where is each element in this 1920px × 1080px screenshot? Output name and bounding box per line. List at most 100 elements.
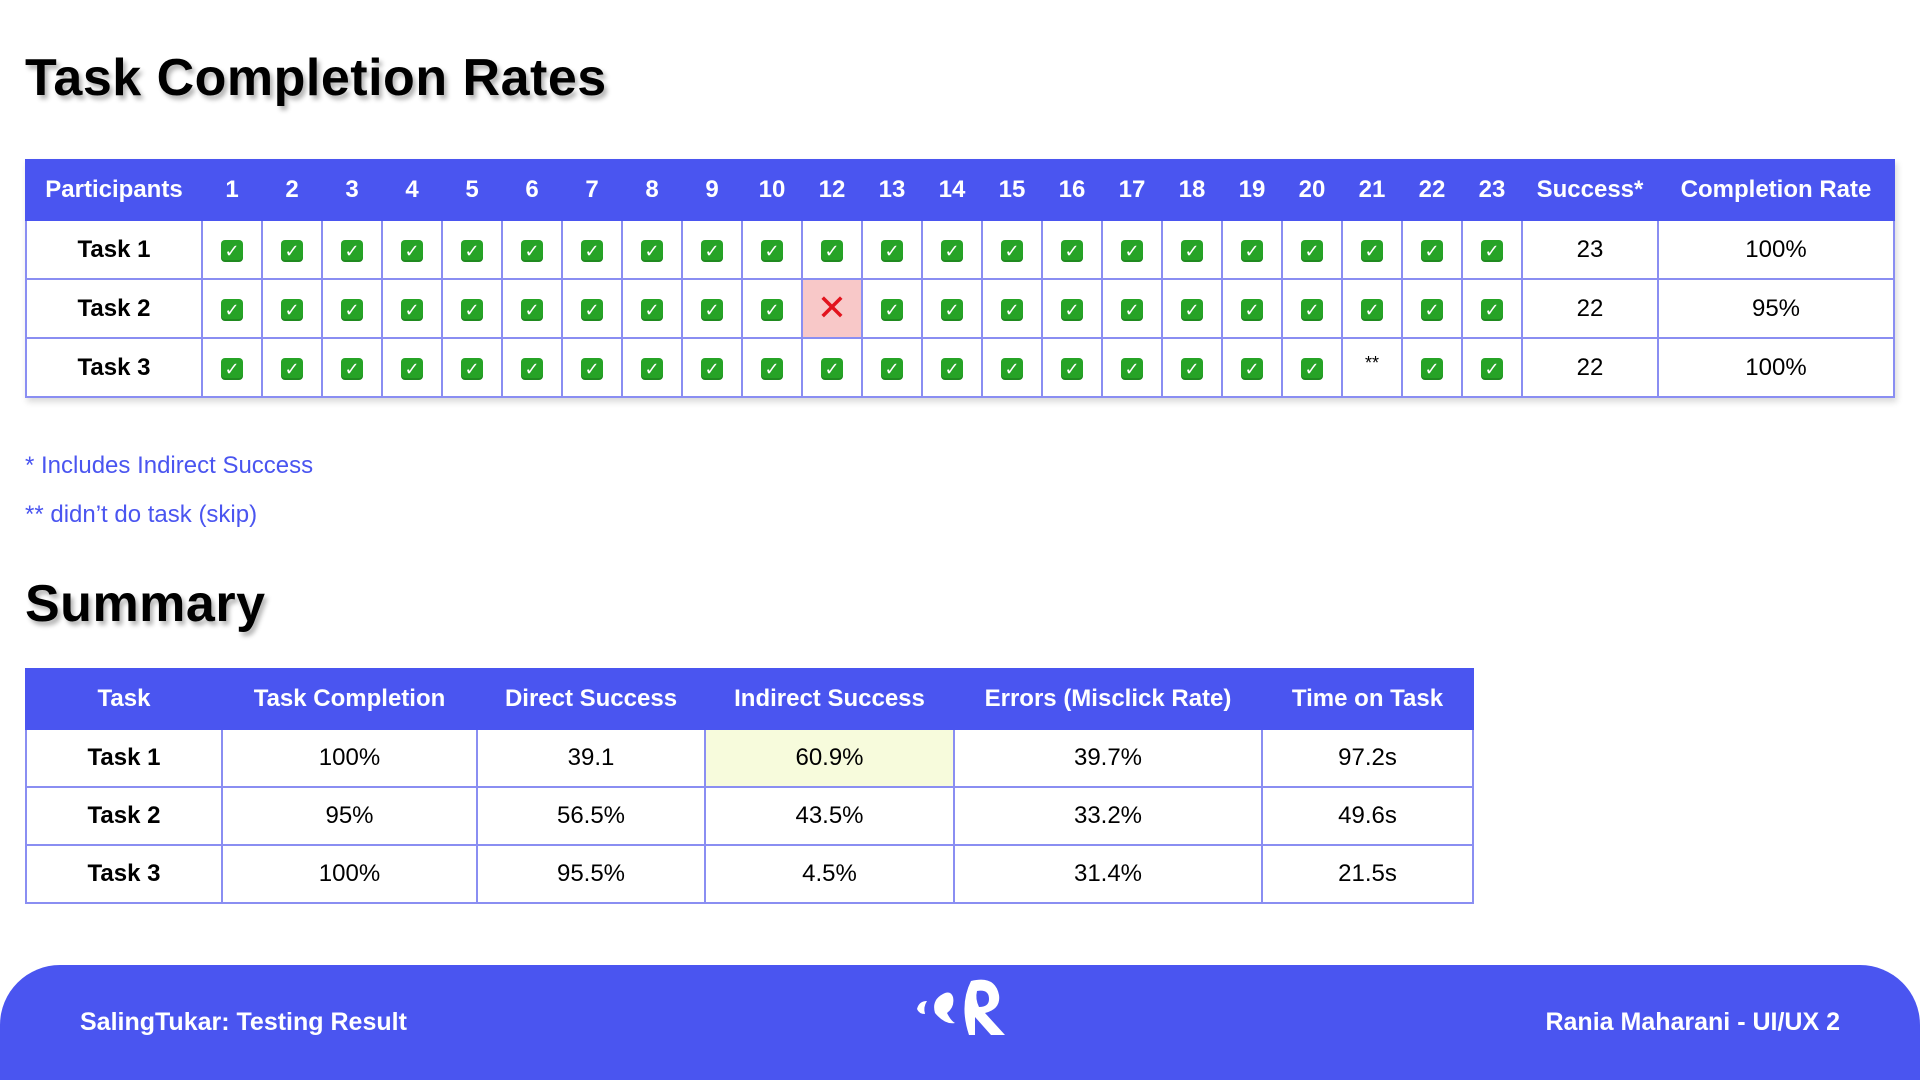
result-cell: ✓: [1341, 278, 1403, 339]
table-row: Task 3 ✓ ✓ ✓ ✓ ✓ ✓ ✓ ✓ ✓ ✓ ✓ ✓ ✓ ✓ ✓ ✓ ✓ ✓ ✓ ** ✓ ✓ 22 100%: [25, 337, 1895, 398]
result-cell: ✓: [1161, 219, 1223, 280]
header-participant-12: 12: [801, 159, 863, 221]
result-cell: ✓: [621, 337, 683, 398]
summary-cell: 49.6s: [1261, 786, 1474, 846]
task-label: Task 1: [25, 219, 203, 280]
header-participant-22: 22: [1401, 159, 1463, 221]
result-cell: ✓: [1221, 278, 1283, 339]
check-icon: ✓: [881, 357, 903, 380]
success-count: 23: [1521, 219, 1659, 280]
result-cell: ✓: [261, 278, 323, 339]
task-label: Task 2: [25, 278, 203, 339]
result-cell: ✓: [1281, 337, 1343, 398]
completion-rate: 100%: [1657, 219, 1895, 280]
result-cell: ✓: [321, 219, 383, 280]
completion-rates-table: Participants 1 2 3 4 5 6 7 8 9 10 12 13 14 15 16 17 18 19…: [25, 159, 1895, 398]
check-icon: ✓: [701, 357, 723, 380]
result-cell: ✓: [921, 337, 983, 398]
result-cell: ✓: [801, 337, 863, 398]
brand-logo-icon: [917, 979, 1005, 1035]
check-icon: ✓: [401, 298, 423, 321]
header-participant-16: 16: [1041, 159, 1103, 221]
result-cell: ✓: [1401, 337, 1463, 398]
result-cell: ✓: [1101, 337, 1163, 398]
header-completion-rate: Completion Rate: [1657, 159, 1895, 221]
summary-header-1: Task Completion: [221, 668, 478, 730]
summary-table: Task Task Completion Direct Success Indirec…: [25, 668, 1474, 904]
check-icon: ✓: [881, 298, 903, 321]
result-cell: ✓: [321, 337, 383, 398]
header-participant-14: 14: [921, 159, 983, 221]
check-icon: ✓: [1301, 298, 1323, 321]
summary-cell: 95.5%: [476, 844, 706, 904]
summary-header-5: Time on Task: [1261, 668, 1474, 730]
check-icon: ✓: [761, 239, 783, 262]
check-icon: ✓: [221, 239, 243, 262]
check-icon: ✓: [821, 357, 843, 380]
check-icon: ✓: [941, 298, 963, 321]
note-skip: ** didn’t do task (skip): [25, 501, 258, 528]
header-participant-17: 17: [1101, 159, 1163, 221]
result-cell: ✓: [861, 278, 923, 339]
check-icon: ✓: [1421, 298, 1443, 321]
summary-cell: 100%: [221, 844, 478, 904]
result-cell: ✓: [861, 219, 923, 280]
summary-row: Task 3 100% 95.5% 4.5% 31.4% 21.5s: [25, 844, 1474, 904]
footer-author: Rania Maharani - UI/UX 2: [1545, 1008, 1840, 1036]
header-participant-20: 20: [1281, 159, 1343, 221]
result-cell: ✓: [441, 219, 503, 280]
result-cell: ✓: [741, 278, 803, 339]
header-participant-2: 2: [261, 159, 323, 221]
result-cell: ✓: [1041, 278, 1103, 339]
summary-cell: 100%: [221, 728, 478, 788]
result-cell: ✓: [1281, 278, 1343, 339]
result-cell: ✓: [441, 337, 503, 398]
summary-cell: 60.9%: [704, 728, 955, 788]
result-cell: ✓: [561, 278, 623, 339]
result-cell: **: [1341, 337, 1403, 398]
check-icon: ✓: [1181, 357, 1203, 380]
check-icon: ✓: [461, 298, 483, 321]
check-icon: ✓: [1421, 239, 1443, 262]
summary-cell: 4.5%: [704, 844, 955, 904]
result-cell: ✓: [861, 337, 923, 398]
summary-cell: 39.1: [476, 728, 706, 788]
result-cell: ✓: [981, 337, 1043, 398]
check-icon: ✓: [1481, 239, 1503, 262]
check-icon: ✓: [1241, 298, 1263, 321]
table-row: Task 1 ✓ ✓ ✓ ✓ ✓ ✓ ✓ ✓ ✓ ✓ ✓ ✓ ✓ ✓ ✓ ✓ ✓ ✓ ✓ ✓ ✓ ✓ 23 100%: [25, 219, 1895, 280]
check-icon: ✓: [761, 357, 783, 380]
summary-cell: 43.5%: [704, 786, 955, 846]
header-participant-3: 3: [321, 159, 383, 221]
task-label: Task 3: [25, 337, 203, 398]
result-cell: ✓: [681, 278, 743, 339]
result-cell: ✓: [261, 219, 323, 280]
check-icon: ✓: [941, 239, 963, 262]
check-icon: ✓: [1061, 239, 1083, 262]
result-cell: ✓: [561, 219, 623, 280]
check-icon: ✓: [761, 298, 783, 321]
summary-cell: 31.4%: [953, 844, 1263, 904]
result-cell: ✓: [1161, 278, 1223, 339]
header-participant-1: 1: [201, 159, 263, 221]
cross-icon: ✕: [816, 287, 848, 328]
completion-rates-title: Task Completion Rates: [25, 49, 607, 107]
check-icon: ✓: [1061, 357, 1083, 380]
check-icon: ✓: [281, 239, 303, 262]
result-cell: ✓: [621, 278, 683, 339]
summary-title: Summary: [25, 575, 266, 633]
header-participant-6: 6: [501, 159, 563, 221]
header-success: Success*: [1521, 159, 1659, 221]
skip-mark: **: [1364, 353, 1379, 373]
note-indirect-success: * Includes Indirect Success: [25, 452, 314, 479]
check-icon: ✓: [1241, 239, 1263, 262]
result-cell: ✓: [1161, 337, 1223, 398]
check-icon: ✓: [1481, 357, 1503, 380]
result-cell: ✓: [561, 337, 623, 398]
success-count: 22: [1521, 278, 1659, 339]
result-cell: ✓: [1341, 219, 1403, 280]
summary-cell: 56.5%: [476, 786, 706, 846]
summary-task-label: Task 2: [25, 786, 223, 846]
completion-rate: 95%: [1657, 278, 1895, 339]
result-cell: ✓: [1281, 219, 1343, 280]
